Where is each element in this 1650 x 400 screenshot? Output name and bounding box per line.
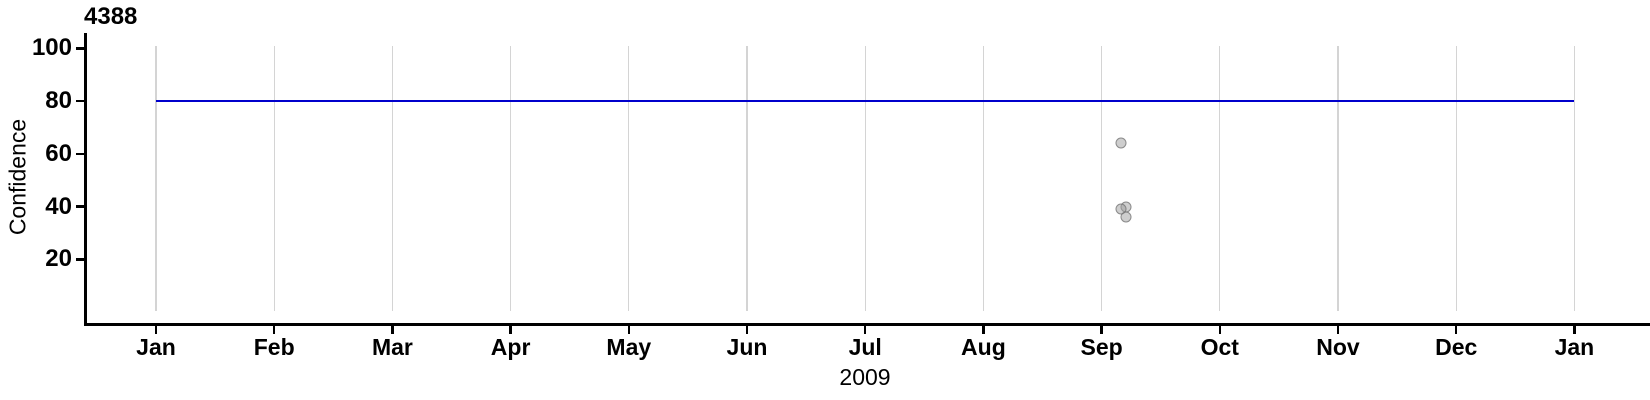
x-axis-tick <box>982 325 985 334</box>
y-axis-tick <box>76 205 84 208</box>
y-axis-tick-label: 40 <box>45 192 72 220</box>
y-axis-tick <box>76 152 84 155</box>
month-gridline <box>509 46 512 311</box>
x-axis-tick <box>391 325 394 334</box>
x-axis-tick-label: Jan <box>1554 334 1595 360</box>
x-axis-tick-label: Mar <box>371 334 413 360</box>
y-axis-tick <box>76 47 84 50</box>
x-axis-tick <box>1454 325 1458 334</box>
y-axis-tick-label: 80 <box>45 87 72 114</box>
month-gridline <box>273 46 275 311</box>
y-axis-tick-label: 100 <box>31 34 72 62</box>
y-axis-line <box>84 33 87 326</box>
x-axis-tick <box>272 325 276 334</box>
data-point <box>1115 137 1126 149</box>
month-gridline <box>1219 46 1221 311</box>
x-axis-tick-label: May <box>606 334 652 360</box>
x-axis-line <box>84 323 1650 326</box>
data-point <box>1115 203 1126 215</box>
x-axis-tick-label: Dec <box>1435 334 1478 360</box>
x-axis-title: 2009 <box>839 364 891 390</box>
x-axis-tick-label: Jan <box>136 334 176 360</box>
data-point <box>1120 211 1132 223</box>
x-axis-tick <box>1100 325 1103 334</box>
x-axis-tick-label: Feb <box>253 334 295 360</box>
y-axis-tick-label: 60 <box>45 139 72 167</box>
month-gridline <box>1337 46 1339 311</box>
x-axis-tick <box>509 325 512 334</box>
x-axis-tick <box>1336 325 1340 334</box>
month-gridline <box>628 46 630 311</box>
reference-line <box>156 100 1575 102</box>
y-axis-tick <box>76 99 84 103</box>
x-axis-tick-label: Aug <box>961 334 1006 360</box>
x-axis-tick-label: Nov <box>1316 334 1360 360</box>
month-gridline <box>864 46 866 311</box>
x-axis-tick <box>627 325 631 334</box>
x-axis-tick <box>745 325 749 334</box>
x-axis-tick <box>863 325 867 334</box>
x-axis-tick <box>1218 325 1222 334</box>
panel-title: 4388 <box>84 3 138 30</box>
month-gridline <box>1455 46 1457 311</box>
month-gridline <box>391 46 394 311</box>
x-axis-tick <box>1573 325 1576 334</box>
month-gridline <box>746 46 748 311</box>
month-gridline <box>155 46 157 311</box>
x-axis-tick-label: Jun <box>726 334 768 360</box>
x-axis-tick <box>154 325 158 334</box>
month-gridline <box>1573 46 1576 311</box>
x-axis-tick-label: Sep <box>1080 334 1123 360</box>
x-axis-tick-label: Jul <box>848 334 882 360</box>
x-axis-tick-label: Apr <box>490 334 531 360</box>
month-gridline <box>982 46 985 311</box>
y-axis-tick-label: 20 <box>45 245 72 273</box>
y-axis-tick <box>76 258 84 261</box>
month-gridline <box>1100 46 1103 311</box>
x-axis-tick-label: Oct <box>1200 334 1239 360</box>
